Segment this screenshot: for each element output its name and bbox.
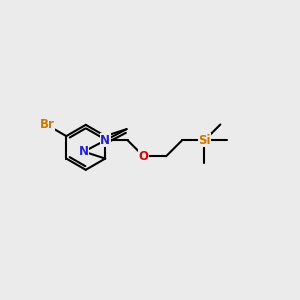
Text: O: O: [139, 150, 148, 163]
Text: Si: Si: [198, 134, 211, 147]
Text: Br: Br: [39, 118, 54, 131]
Text: N: N: [79, 145, 89, 158]
Text: N: N: [100, 134, 110, 147]
